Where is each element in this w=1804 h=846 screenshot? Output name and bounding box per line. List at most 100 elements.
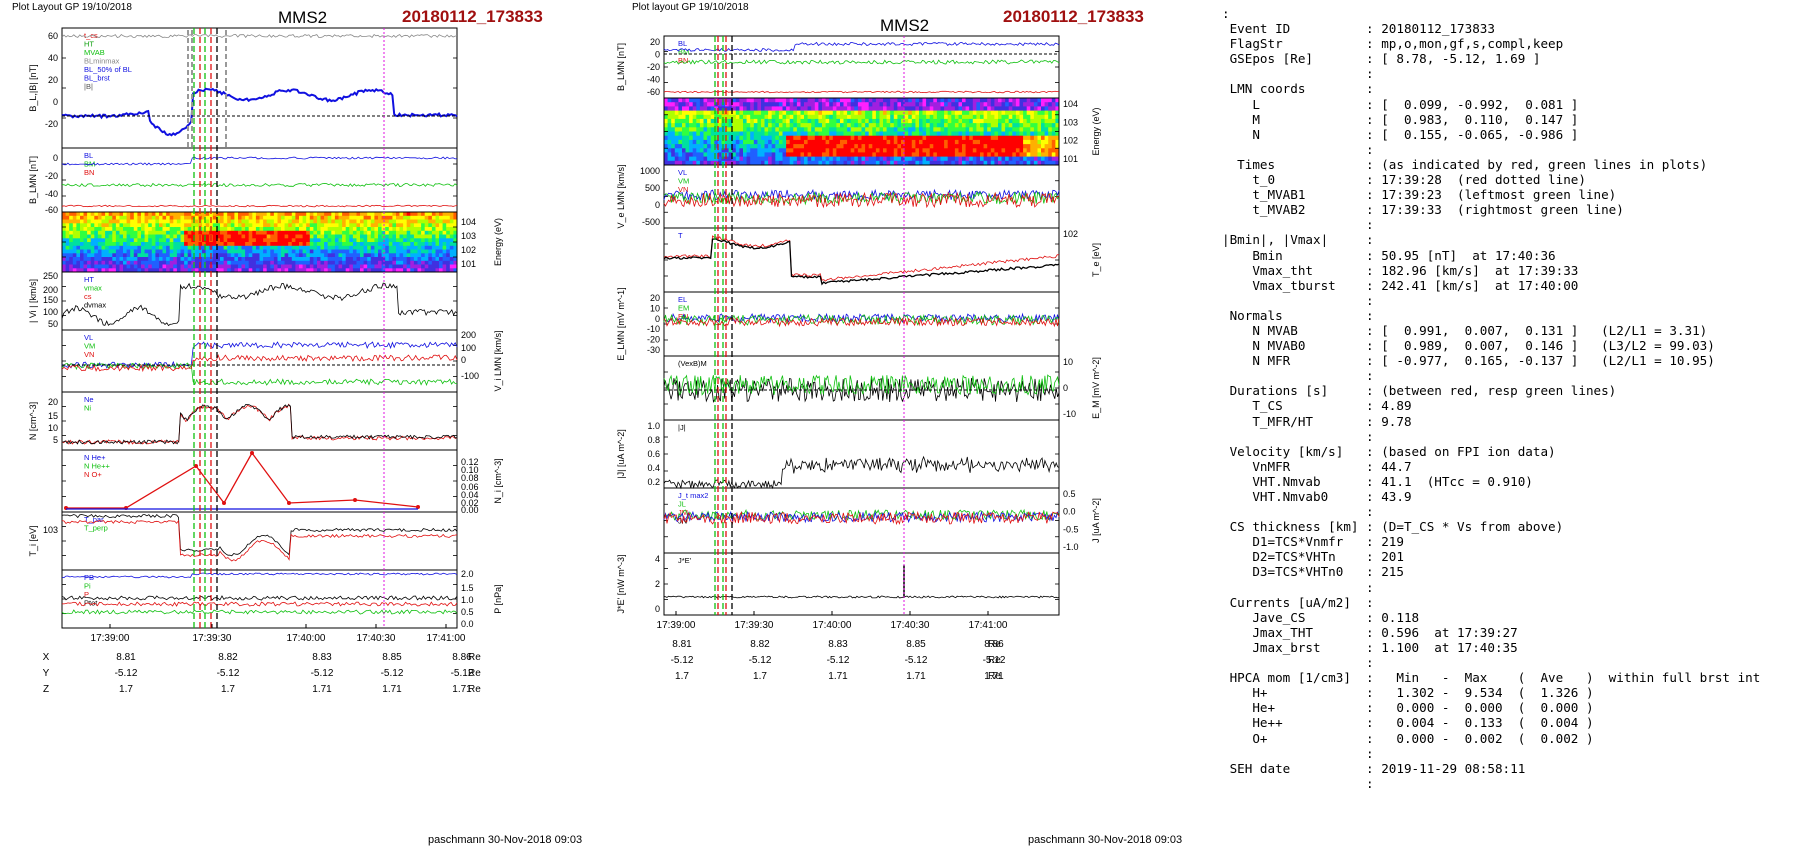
spectrogram-cell	[879, 148, 884, 153]
spectrogram-cell	[707, 106, 712, 111]
spectrogram-cell	[757, 135, 762, 141]
info-line: :	[1222, 66, 1374, 82]
spectrogram-cell	[435, 223, 440, 228]
spectrogram-cell	[162, 257, 167, 262]
spectrogram-cell	[976, 114, 981, 120]
spectrogram-cell	[385, 268, 390, 273]
spectrogram-cell	[901, 156, 905, 162]
spectrogram-cell	[983, 156, 988, 162]
spectrogram-cell	[288, 253, 293, 258]
spectrogram-cell	[750, 114, 755, 120]
spectrogram-cell	[1023, 110, 1028, 116]
spectrogram-cell	[370, 242, 375, 247]
spectrogram-cell	[166, 257, 171, 262]
spectrogram-cell	[732, 139, 737, 145]
spectrogram-cell	[868, 156, 873, 162]
he-plus-plus-trace	[66, 451, 419, 509]
spectrogram-cell	[130, 268, 135, 273]
spectrogram-cell	[933, 152, 938, 157]
spectrogram-cell	[137, 219, 142, 224]
spectrogram-cell	[248, 230, 253, 235]
spectrogram-cell	[717, 106, 722, 111]
spectrogram-cell	[342, 249, 347, 254]
spectrogram-cell	[922, 127, 927, 132]
spectrogram-cell	[1055, 110, 1060, 116]
spectrogram-cell	[360, 253, 364, 258]
spectrogram-cell	[951, 131, 956, 137]
spectrogram-cell	[757, 156, 762, 162]
y-axis-label: E_M [mV m^-2]	[1091, 357, 1101, 419]
spectrogram-cell	[205, 227, 210, 232]
spectrogram-cell	[281, 215, 285, 220]
spectrogram-cell	[281, 230, 285, 235]
legend-entry: BL	[84, 151, 93, 160]
spectrogram-cell	[1019, 139, 1024, 145]
spectrogram-cell	[449, 219, 454, 224]
spectrogram-cell	[836, 144, 841, 149]
spectrogram-cell	[872, 148, 877, 153]
spectrogram-cell	[349, 253, 354, 258]
spectrogram-cell	[811, 139, 816, 145]
spectrogram-cell	[453, 215, 458, 220]
spectrogram-cell	[1030, 156, 1035, 162]
spectrogram-cell	[836, 106, 841, 111]
spectrogram-cell	[1033, 127, 1038, 132]
spectrogram-cell	[904, 127, 909, 132]
spectrogram-cell	[241, 245, 246, 250]
spectrogram-cell	[453, 264, 458, 269]
spectrogram-cell	[1019, 152, 1024, 157]
spectrogram-cell	[306, 227, 311, 232]
spectrogram-cell	[442, 234, 447, 239]
spectrogram-cell	[266, 219, 271, 224]
spectrogram-cell	[173, 215, 178, 220]
spectrogram-cell	[947, 106, 952, 111]
spectrogram-cell	[169, 223, 174, 228]
spectrogram-cell	[324, 223, 329, 228]
spectrogram-cell	[227, 249, 232, 254]
spectrogram-cell	[922, 144, 927, 149]
spectrogram-cell	[980, 114, 984, 120]
spectrogram-cell	[446, 257, 451, 262]
spectrogram-cell	[324, 268, 329, 273]
spectrogram-cell	[241, 234, 246, 239]
position-value: 1.7	[675, 671, 689, 682]
spectrogram-cell	[241, 253, 246, 258]
spectrogram-cell	[861, 123, 866, 128]
spectrogram-cell	[800, 114, 805, 120]
y-tick-label: 0	[1063, 383, 1068, 393]
spectrogram-cell	[212, 215, 217, 220]
spectrogram-cell	[919, 148, 923, 153]
spectrogram-cell	[786, 139, 791, 145]
spectrogram-cell	[926, 127, 931, 132]
spectrogram-cell	[796, 98, 801, 103]
spectrogram-cell	[674, 110, 679, 116]
spectrogram-cell	[338, 245, 343, 250]
spectrogram-cell	[119, 215, 124, 220]
spectrogram-cell	[259, 227, 264, 232]
spectrogram-cell	[685, 144, 690, 149]
spectrogram-cell	[829, 156, 834, 162]
spectrogram-cell	[875, 156, 880, 162]
spectrogram-cell	[746, 114, 751, 120]
position-value: 8.81	[672, 639, 692, 650]
spectrogram-cell	[725, 118, 729, 124]
spectrogram-cell	[141, 238, 145, 243]
spectrogram-cell	[176, 219, 181, 224]
spectrogram-cell	[392, 215, 397, 220]
spectrogram-cell	[829, 106, 834, 111]
spectrogram-cell	[911, 110, 916, 116]
spectrogram-cell	[990, 152, 995, 157]
spectrogram-cell	[191, 268, 196, 273]
spectrogram-cell	[295, 264, 300, 269]
spectrogram-cell	[176, 257, 181, 262]
spectrogram-cell	[273, 227, 278, 232]
spectrogram-cell	[840, 135, 844, 141]
spectrogram-cell	[929, 139, 934, 145]
spectrogram-cell	[159, 245, 163, 250]
spectrogram-cell	[829, 144, 834, 149]
spectrogram-cell	[757, 118, 762, 124]
spectrogram-cell	[115, 215, 120, 220]
spectrogram-cell	[757, 148, 762, 153]
spectrogram-cell	[832, 144, 837, 149]
